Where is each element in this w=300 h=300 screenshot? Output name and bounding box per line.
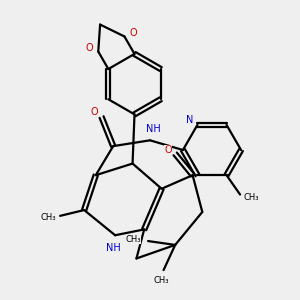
Text: CH₃: CH₃ <box>126 235 141 244</box>
Text: O: O <box>164 145 172 155</box>
Text: O: O <box>91 107 98 117</box>
Text: CH₃: CH₃ <box>243 193 259 202</box>
Text: NH: NH <box>146 124 160 134</box>
Text: CH₃: CH₃ <box>41 213 56 222</box>
Text: O: O <box>86 44 94 53</box>
Text: N: N <box>186 115 194 125</box>
Text: CH₃: CH₃ <box>154 276 170 285</box>
Text: NH: NH <box>106 243 121 253</box>
Text: O: O <box>129 28 137 38</box>
